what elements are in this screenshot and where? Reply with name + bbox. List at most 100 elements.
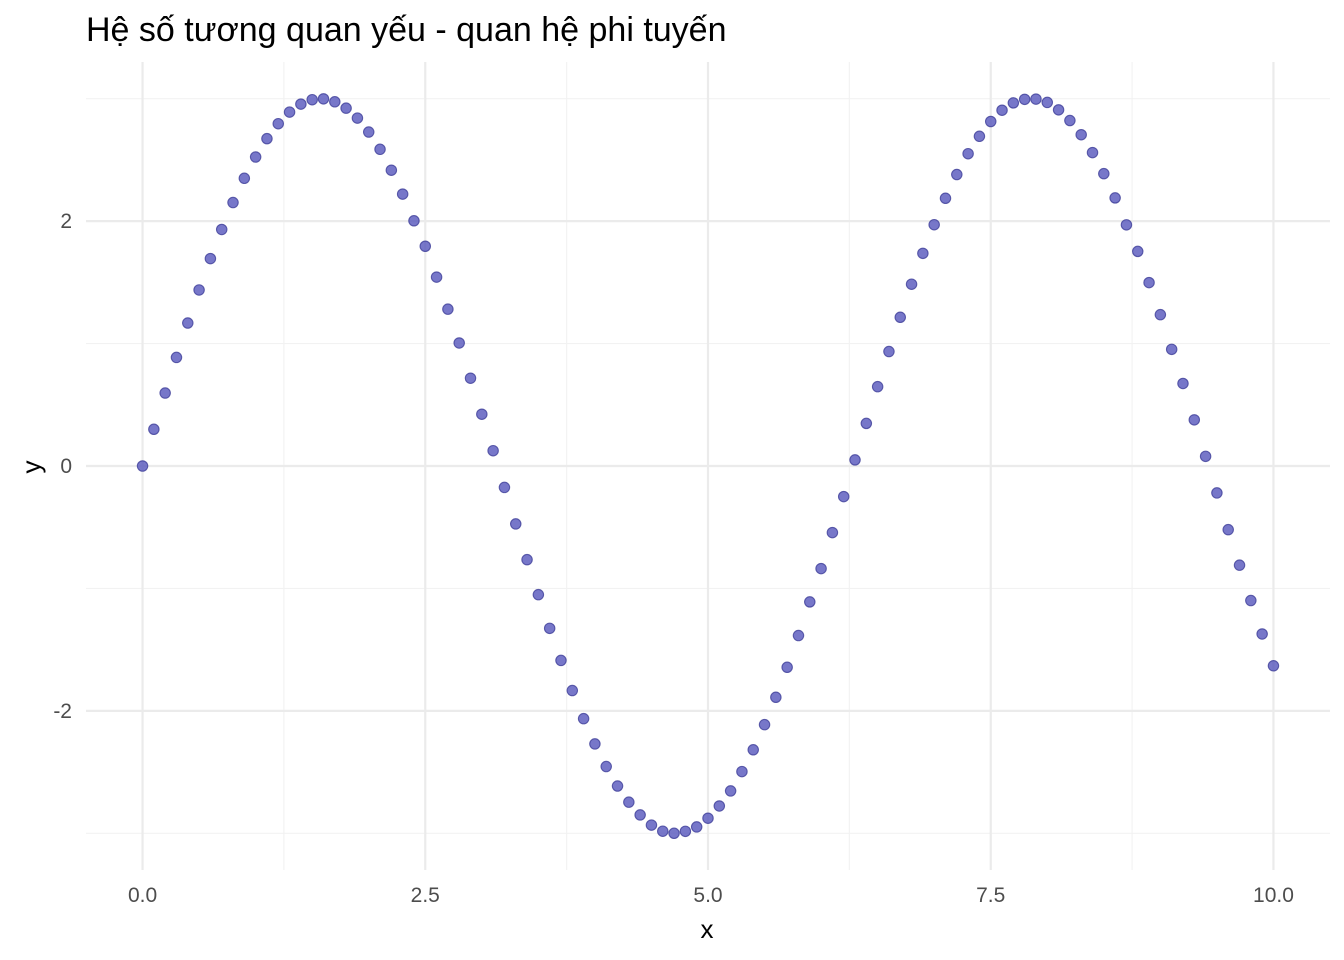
data-point [928,218,940,231]
data-point [702,812,714,824]
data-point [837,490,850,503]
data-point [1154,308,1167,321]
data-point [329,96,341,108]
data-point [464,372,477,384]
data-point [396,188,409,200]
data-point [1222,523,1234,536]
grid [86,62,1330,870]
data-point [295,98,307,110]
data-point [272,117,285,130]
data-point [249,151,262,163]
data-point [1041,96,1054,109]
data-point [792,629,805,642]
data-point [238,172,251,185]
x-tick-label: 7.5 [976,884,1005,907]
data-point [1233,559,1246,571]
data-point [690,821,703,833]
data-point [849,454,861,466]
data-point [1064,114,1076,127]
data-point [170,351,183,364]
data-point [1143,276,1155,289]
data-point [1120,219,1133,231]
data-point [136,460,149,472]
data-point [815,562,827,575]
data-point [1018,93,1031,106]
y-tick-label: -2 [53,700,72,723]
data-point [521,553,533,566]
data-point [317,93,330,105]
data-point [713,800,726,812]
tick-labels: 0.0 2.5 5.0 7.5 10.0 -2 0 2 [53,210,1294,907]
x-tick-label: 0.0 [128,884,157,907]
data-point [804,596,816,608]
chart-title: Hệ số tương quan yếu - quan hệ phi tuyến [86,11,727,49]
data-point [340,102,352,114]
data-point [1188,414,1201,426]
data-point [679,825,692,838]
data-point [917,247,929,260]
data-point [758,718,771,731]
data-point [182,317,194,329]
data-point [408,215,420,227]
data-point [442,303,454,315]
x-axis-title: x [701,914,714,944]
data-point [657,825,669,837]
data-point [351,112,364,124]
data-point [419,240,432,252]
data-point [984,115,997,128]
data-point [883,345,895,358]
data-point [871,380,884,393]
data-point [566,684,579,697]
data-point [577,712,590,725]
data-point [1177,377,1189,390]
y-axis-title: y [16,461,46,474]
data-point [781,661,793,674]
x-tick-label: 5.0 [693,884,722,907]
data-point [283,106,296,118]
data-point [770,691,782,704]
data-point [385,164,398,176]
data-point [939,192,952,205]
data-point [509,518,522,530]
data-point [306,93,318,106]
data-point [668,827,680,840]
data-point [1245,594,1257,607]
y-tick-label: 2 [60,210,72,233]
data-point [1131,245,1144,258]
data-point [453,337,465,349]
data-point [1052,104,1065,116]
x-tick-label: 10.0 [1253,884,1294,907]
data-point [1098,167,1110,180]
data-point [261,132,273,145]
data-point [645,819,658,831]
data-point [362,126,375,138]
data-point [532,588,545,601]
data-point [600,760,612,773]
data-point [962,147,974,160]
data-point [1165,343,1178,356]
data-point [1109,192,1121,204]
data-point [973,130,986,143]
data-point [430,271,443,283]
data-point [159,387,171,399]
y-tick-label: 0 [60,455,72,478]
data-point [724,785,737,797]
data-point [1267,660,1280,672]
data-points [136,93,1280,840]
data-point [543,622,556,635]
data-point [1030,93,1042,105]
data-point [227,196,239,209]
data-point [905,278,918,290]
data-point [374,143,386,156]
data-point [996,104,1008,116]
data-point [747,744,759,756]
data-point [1086,146,1099,159]
data-point [498,481,511,494]
data-point [215,223,228,236]
data-point [623,796,635,808]
data-point [611,780,624,792]
data-point [1199,450,1212,463]
data-point [736,765,748,778]
data-point [634,809,646,821]
